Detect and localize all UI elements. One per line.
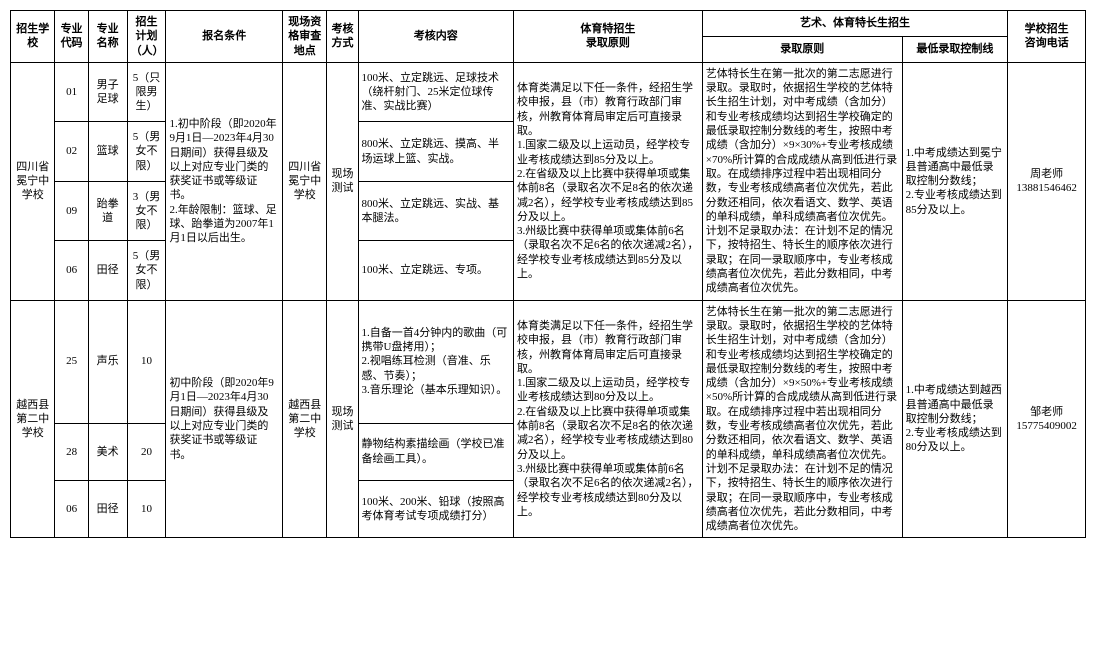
major: 田径 [88, 480, 127, 537]
h-art-rule: 录取原则 [702, 36, 902, 62]
h-major: 专业名称 [88, 11, 127, 63]
content: 静物结构素描绘画（学校已准备绘画工具）。 [358, 423, 513, 480]
h-site: 现场资格审查地点 [283, 11, 327, 63]
plan: 3（男女不限） [127, 181, 166, 240]
plan: 10 [127, 480, 166, 537]
plan: 10 [127, 300, 166, 423]
major: 篮球 [88, 122, 127, 181]
header-row-1: 招生学校 专业代码 专业名称 招生计划（人） 报名条件 现场资格审查地点 考核方… [11, 11, 1086, 37]
code: 02 [55, 122, 88, 181]
condition: 1.初中阶段（即2020年9月1日—2023年4月30日期间）获得县级及以上对应… [166, 62, 283, 300]
h-sports: 体育特招生 录取原则 [514, 11, 703, 63]
content: 1.自备一首4分钟内的歌曲（可携带U盘拷用）； 2.视唱练耳检测（音准、乐感、节… [358, 300, 513, 423]
code: 09 [55, 181, 88, 240]
art-rule: 艺体特长生在第一批次的第二志愿进行录取。录取时，依据招生学校的艺体特长生招生计划… [702, 300, 902, 538]
major: 跆拳道 [88, 181, 127, 240]
admission-table: 招生学校 专业代码 专业名称 招生计划（人） 报名条件 现场资格审查地点 考核方… [10, 10, 1086, 538]
min-line: 1.中考成绩达到冕宁县普通高中最低录取控制分数线； 2.专业考核成绩达到85分及… [902, 62, 1008, 300]
sports-rule: 体育类满足以下任一条件，经招生学校申报，县（市）教育行政部门审核，州教育体育局审… [514, 300, 703, 538]
h-phone: 学校招生 咨询电话 [1008, 11, 1086, 63]
major: 田径 [88, 241, 127, 300]
site: 四川省冕宁中学校 [283, 62, 327, 300]
art-rule: 艺体特长生在第一批次的第二志愿进行录取。录取时，依据招生学校的艺体特长生招生计划… [702, 62, 902, 300]
content: 100米、200米、铅球（按照高考体育考试专项成绩打分） [358, 480, 513, 537]
h-school: 招生学校 [11, 11, 55, 63]
table-row: 越西县第二中学校 25 声乐 10 初中阶段（即2020年9月1日—2023年4… [11, 300, 1086, 423]
plan: 5（男女不限） [127, 122, 166, 181]
code: 25 [55, 300, 88, 423]
h-content: 考核内容 [358, 11, 513, 63]
condition: 初中阶段（即2020年9月1日—2023年4月30日期间）获得县级及以上对应专业… [166, 300, 283, 538]
phone: 周老师 13881546462 [1008, 62, 1086, 300]
content: 100米、立定跳远、专项。 [358, 241, 513, 300]
school-name: 四川省冕宁中学校 [11, 62, 55, 300]
content: 100米、立定跳远、足球技术（绕杆射门、25米定位球传准、实战比赛） [358, 62, 513, 121]
content: 800米、立定跳远、摸高、半场运球上篮、实战。 [358, 122, 513, 181]
h-cond: 报名条件 [166, 11, 283, 63]
sports-rule: 体育类满足以下任一条件，经招生学校申报，县（市）教育行政部门审核，州教育体育局审… [514, 62, 703, 300]
code: 06 [55, 241, 88, 300]
code: 28 [55, 423, 88, 480]
h-mode: 考核方式 [327, 11, 358, 63]
table-row: 四川省冕宁中学校 01 男子足球 5（只限男生） 1.初中阶段（即2020年9月… [11, 62, 1086, 121]
content: 800米、立定跳远、实战、基本腿法。 [358, 181, 513, 240]
h-art-min: 最低录取控制线 [902, 36, 1008, 62]
h-code: 专业代码 [55, 11, 88, 63]
major: 男子足球 [88, 62, 127, 121]
h-plan: 招生计划（人） [127, 11, 166, 63]
h-art: 艺术、体育特长生招生 [702, 11, 1007, 37]
major: 声乐 [88, 300, 127, 423]
plan: 20 [127, 423, 166, 480]
site: 越西县第二中学校 [283, 300, 327, 538]
school-name: 越西县第二中学校 [11, 300, 55, 538]
plan: 5（只限男生） [127, 62, 166, 121]
plan: 5（男女不限） [127, 241, 166, 300]
code: 01 [55, 62, 88, 121]
code: 06 [55, 480, 88, 537]
mode: 现场测试 [327, 62, 358, 300]
min-line: 1.中考成绩达到越西县普通高中最低录取控制分数线； 2.专业考核成绩达到80分及… [902, 300, 1008, 538]
mode: 现场测试 [327, 300, 358, 538]
major: 美术 [88, 423, 127, 480]
phone: 邹老师 15775409002 [1008, 300, 1086, 538]
